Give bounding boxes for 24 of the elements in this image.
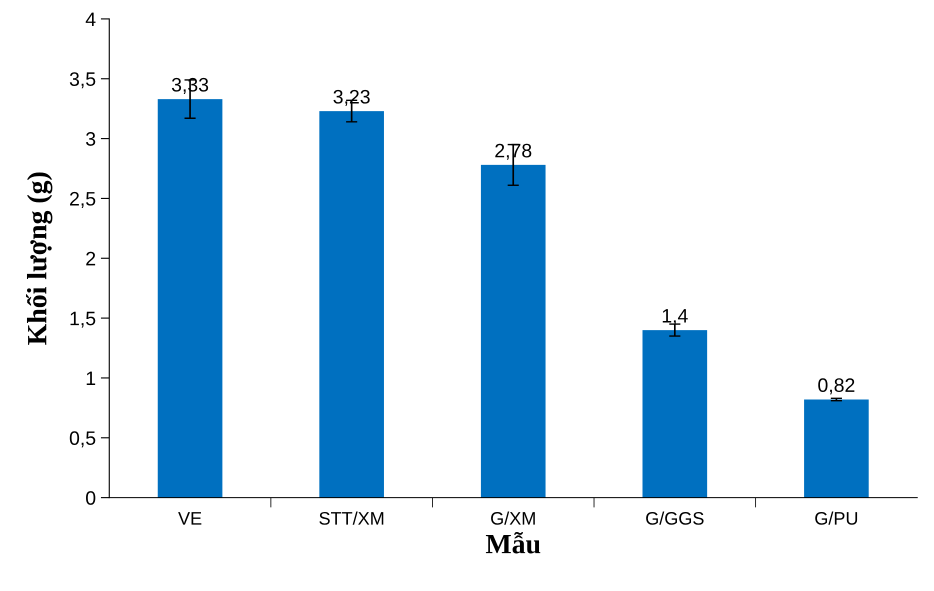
bar	[158, 99, 222, 498]
y-tick-label: 2	[86, 252, 96, 266]
bar	[642, 330, 708, 498]
bar	[319, 111, 384, 498]
y-tick-label: 1,5	[70, 312, 96, 328]
y-tick-label: 4	[86, 12, 96, 26]
x-tick-label: VE	[178, 512, 202, 525]
x-tick-label: STT/XM	[319, 512, 384, 525]
data-label: 3,23	[333, 90, 370, 106]
y-tick-label: 0	[86, 491, 96, 505]
x-tick-label: G/PU	[815, 512, 858, 525]
y-tick-label: 3	[86, 132, 96, 146]
data-label: 0,82	[818, 378, 854, 394]
y-tick-label: 2,5	[70, 192, 96, 208]
x-tick-label: G/GGS	[646, 512, 704, 525]
x-axis-title: Mẫu	[486, 532, 540, 554]
x-tick-label: G/XM	[491, 512, 535, 525]
data-label: 1,4	[662, 309, 688, 325]
y-axis-title: Khối lượng (g)	[26, 172, 52, 345]
y-tick-label: 1	[86, 372, 96, 385]
bar	[804, 399, 869, 498]
y-tick-label: 0,5	[70, 431, 96, 448]
bar	[480, 164, 546, 498]
y-tick-label: 3,5	[70, 72, 96, 88]
